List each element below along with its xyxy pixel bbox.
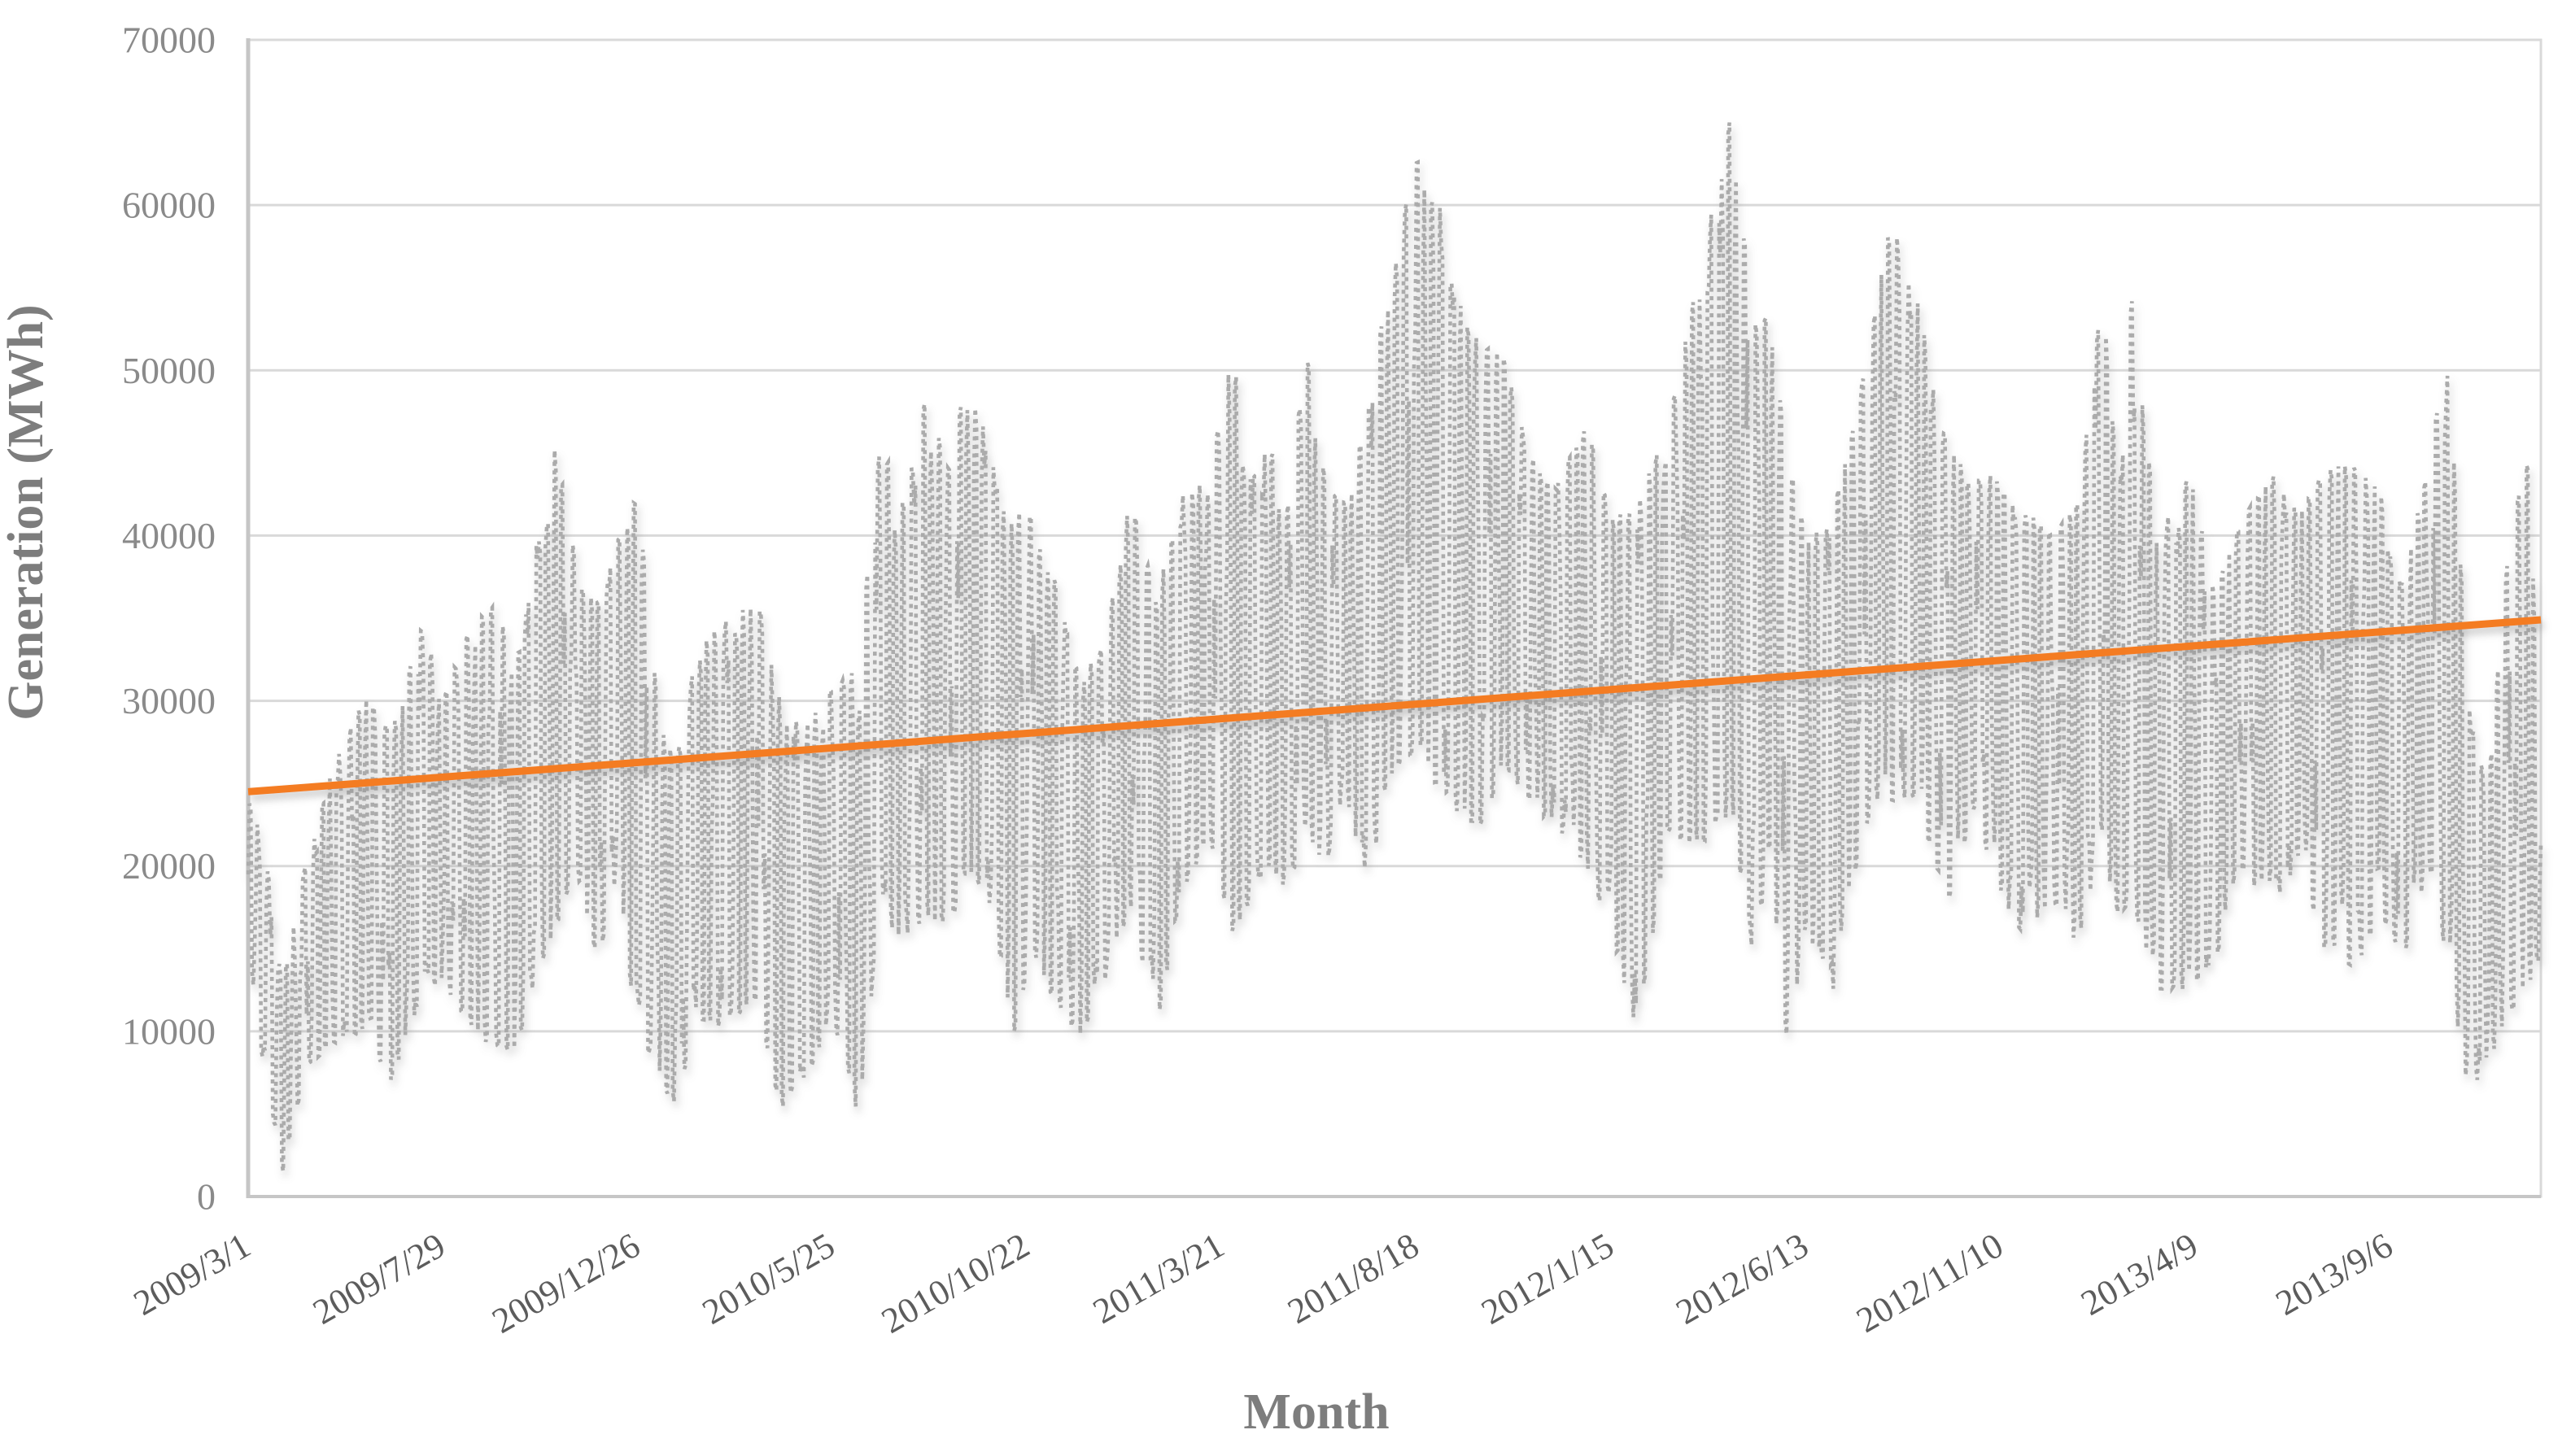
y-axis-tick-labels: 0 10000 20000 30000 40000 50000 60000 70000 xyxy=(122,20,216,1218)
y-tick-label: 50000 xyxy=(122,350,216,391)
x-tick-label: 2011/3/21 xyxy=(1086,1225,1231,1332)
x-tick-label: 2010/5/25 xyxy=(696,1225,841,1332)
x-tick-label: 2012/11/10 xyxy=(1850,1225,2010,1340)
axes xyxy=(246,38,2543,1198)
x-tick-label: 2013/9/6 xyxy=(2269,1225,2399,1323)
x-tick-label: 2009/7/29 xyxy=(306,1225,452,1332)
x-tick-label: 2011/8/18 xyxy=(1281,1225,1425,1332)
y-tick-label: 20000 xyxy=(122,845,216,887)
y-tick-label: 30000 xyxy=(122,680,216,721)
x-tick-label: 2012/1/15 xyxy=(1474,1225,1620,1332)
y-tick-label: 10000 xyxy=(122,1010,216,1052)
x-axis-tick-labels: 2009/3/1 2009/7/29 2009/12/26 2010/5/25 2010… xyxy=(127,1225,2399,1341)
x-tick-label: 2009/12/26 xyxy=(486,1225,647,1341)
y-tick-label: 60000 xyxy=(122,185,216,226)
x-tick-label: 2009/3/1 xyxy=(127,1225,257,1323)
x-axis-title: Month xyxy=(1243,1384,1389,1440)
y-tick-label: 0 xyxy=(197,1176,216,1218)
x-tick-label: 2012/6/13 xyxy=(1670,1225,1815,1332)
y-axis-title: Generation (MWh) xyxy=(0,304,54,720)
daily-generation-series xyxy=(246,122,2543,1172)
linear-trendline xyxy=(247,616,2542,796)
data-series xyxy=(246,122,2543,1172)
x-tick-label: 2013/4/9 xyxy=(2075,1225,2205,1323)
y-tick-label: 40000 xyxy=(122,515,216,556)
x-tick-label: 2010/10/22 xyxy=(875,1225,1036,1341)
y-tick-label: 70000 xyxy=(122,20,216,61)
